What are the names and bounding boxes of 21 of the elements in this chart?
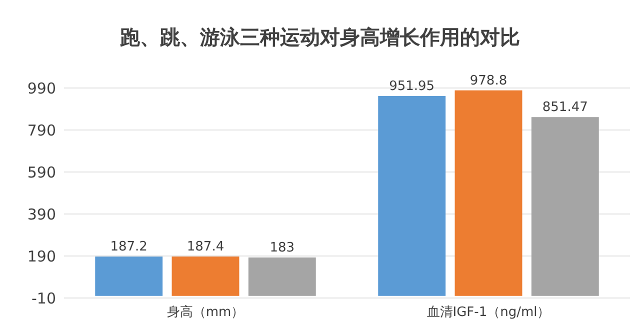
x-tick-label: 血清IGF-1（ng/ml）	[426, 305, 550, 320]
y-tick-label: 390	[27, 205, 56, 224]
bar	[95, 256, 163, 296]
y-tick-label: -10	[32, 289, 56, 308]
data-label: 187.4	[186, 240, 224, 255]
bar	[378, 96, 446, 296]
data-label: 183	[270, 240, 295, 256]
y-tick-label: 590	[27, 163, 56, 182]
data-label: 187.2	[110, 240, 148, 255]
y-tick-label: 990	[27, 79, 56, 98]
x-tick-label: 身高（mm）	[166, 304, 244, 320]
bar	[531, 117, 599, 296]
data-label: 978.8	[470, 73, 508, 88]
data-label: 951.95	[389, 78, 435, 94]
chart-title: 跑、跳、游泳三种运动对身高增长作用的对比	[119, 25, 520, 49]
data-label: 851.47	[542, 100, 588, 116]
y-tick-label: 190	[27, 247, 56, 266]
bar	[248, 257, 316, 296]
bar	[172, 256, 240, 296]
y-tick-label: 790	[27, 121, 56, 140]
bar	[454, 90, 522, 296]
